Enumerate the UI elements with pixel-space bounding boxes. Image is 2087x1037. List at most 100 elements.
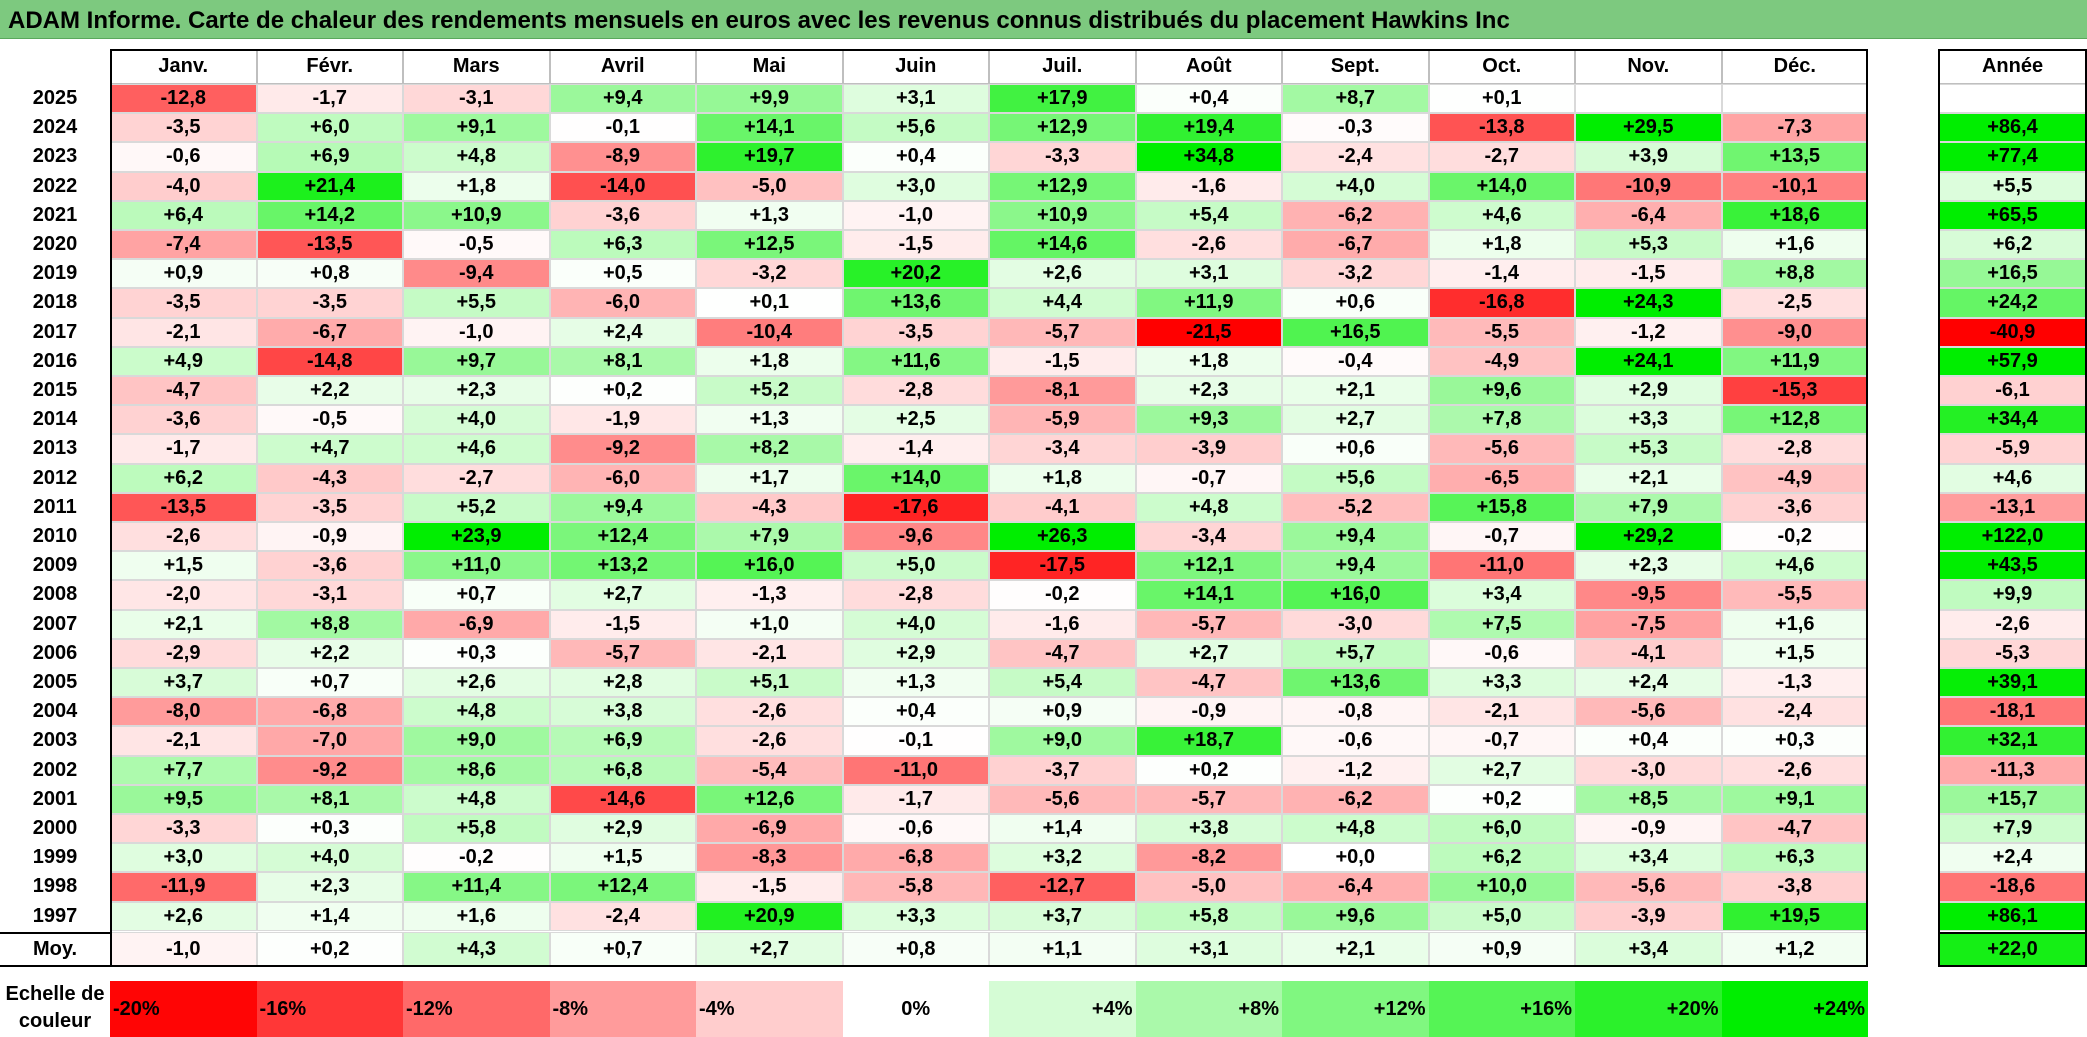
heatmap-cell: -0,6 xyxy=(1282,726,1429,756)
heatmap-cell: -5,7 xyxy=(989,317,1136,347)
heatmap-cell: +4,6 xyxy=(1428,200,1575,230)
heatmap-cell: -3,1 xyxy=(403,84,550,114)
heatmap-cell: -8,1 xyxy=(989,376,1136,406)
heatmap-cell: +6,0 xyxy=(1428,814,1575,844)
annual-cell: -18,1 xyxy=(1938,697,2087,727)
average-cell: +3,4 xyxy=(1575,932,1722,967)
heatmap-cell: +14,2 xyxy=(256,200,403,230)
heatmap-cell: -0,9 xyxy=(1575,814,1722,844)
heatmap-cell: +0,4 xyxy=(842,697,989,727)
month-header: Juil. xyxy=(989,49,1136,84)
heatmap-cell: +9,6 xyxy=(1428,376,1575,406)
heatmap-cell: +13,2 xyxy=(549,551,696,581)
heatmap-cell: +0,2 xyxy=(1135,755,1282,785)
heatmap-cell: +2,9 xyxy=(1575,376,1722,406)
heatmap-cell: +1,5 xyxy=(110,551,257,581)
heatmap-cell: +21,4 xyxy=(256,171,403,201)
heatmap-cell: +13,6 xyxy=(842,288,989,318)
heatmap-cell: +6,3 xyxy=(549,230,696,260)
average-cell: +0,8 xyxy=(842,932,989,967)
heatmap-cell: -7,5 xyxy=(1575,609,1722,639)
heatmap-cell: +4,4 xyxy=(989,288,1136,318)
color-scale-step: 0% xyxy=(842,981,989,1037)
heatmap-cell: +1,5 xyxy=(1721,638,1868,668)
year-label: 1998 xyxy=(32,875,78,898)
annual-cell: -2,6 xyxy=(1938,609,2087,639)
heatmap-cell: +1,8 xyxy=(403,171,550,201)
color-scale-step: -4% xyxy=(696,981,843,1037)
heatmap-cell: -5,0 xyxy=(696,171,843,201)
heatmap-cell: +3,0 xyxy=(110,843,257,873)
heatmap-cell: +5,3 xyxy=(1575,434,1722,464)
heatmap-cell: +3,7 xyxy=(989,901,1136,931)
heatmap-cell: +26,3 xyxy=(989,522,1136,552)
heatmap-cell: +7,9 xyxy=(1575,492,1722,522)
month-header: Févr. xyxy=(256,49,403,84)
heatmap-cell: -8,0 xyxy=(110,697,257,727)
heatmap-cell: +6,4 xyxy=(110,200,257,230)
heatmap-cell: -3,5 xyxy=(256,492,403,522)
annual-cell: -18,6 xyxy=(1938,872,2087,902)
year-label: 2020 xyxy=(32,233,78,256)
heatmap-cell: +9,7 xyxy=(403,346,550,376)
annual-cell: +9,9 xyxy=(1938,580,2087,610)
chart-title: ADAM Informe. Carte de chaleur des rende… xyxy=(8,7,1510,34)
heatmap-cell: -5,6 xyxy=(989,784,1136,814)
annual-cell: +15,7 xyxy=(1938,784,2087,814)
heatmap-cell: +2,4 xyxy=(549,317,696,347)
heatmap-cell: -3,5 xyxy=(842,317,989,347)
annual-cell: -5,3 xyxy=(1938,638,2087,668)
year-label: 2023 xyxy=(32,145,78,168)
heatmap-cell: +1,3 xyxy=(696,405,843,435)
heatmap-cell: +10,9 xyxy=(403,200,550,230)
heatmap-cell: +5,6 xyxy=(1282,463,1429,493)
heatmap-cell: -5,6 xyxy=(1575,872,1722,902)
heatmap-cell: +5,2 xyxy=(403,492,550,522)
heatmap-cell: +9,0 xyxy=(989,726,1136,756)
heatmap-cell: -13,5 xyxy=(256,230,403,260)
heatmap-cell: -9,4 xyxy=(403,259,550,289)
heatmap-cell: -3,9 xyxy=(1575,901,1722,931)
average-cell: +4,3 xyxy=(403,932,550,967)
heatmap-cell: -3,2 xyxy=(696,259,843,289)
heatmap-cell: -1,7 xyxy=(256,84,403,114)
heatmap-cell: +0,3 xyxy=(1721,726,1868,756)
year-label: 2008 xyxy=(32,583,78,606)
heatmap-cell: +2,1 xyxy=(1575,463,1722,493)
heatmap-cell: -1,4 xyxy=(1428,259,1575,289)
heatmap-cell: +13,5 xyxy=(1721,142,1868,172)
heatmap-cell: +12,6 xyxy=(696,784,843,814)
color-scale-step: -20% xyxy=(110,981,257,1037)
year-label: 2003 xyxy=(32,729,78,752)
heatmap-cell: +3,1 xyxy=(842,84,989,114)
heatmap-cell: +12,1 xyxy=(1135,551,1282,581)
heatmap-cell: -1,2 xyxy=(1575,317,1722,347)
heatmap-cell: -10,1 xyxy=(1721,171,1868,201)
heatmap-cell: -9,2 xyxy=(549,434,696,464)
heatmap-cell: +9,0 xyxy=(403,726,550,756)
heatmap-cell: +9,4 xyxy=(549,84,696,114)
year-label: 2016 xyxy=(32,349,78,372)
heatmap-cell: +16,5 xyxy=(1282,317,1429,347)
color-scale-step: +12% xyxy=(1282,981,1429,1037)
heatmap-cell: +0,6 xyxy=(1282,288,1429,318)
heatmap-cell: -1,0 xyxy=(403,317,550,347)
heatmap-cell: -3,2 xyxy=(1282,259,1429,289)
annual-cell: +7,9 xyxy=(1938,814,2087,844)
heatmap-cell: +2,1 xyxy=(110,609,257,639)
heatmap-cell: -1,5 xyxy=(842,230,989,260)
heatmap-cell: -0,1 xyxy=(549,113,696,143)
average-cell: +2,1 xyxy=(1282,932,1429,967)
heatmap-cell: +9,1 xyxy=(1721,784,1868,814)
heatmap-cell: +11,6 xyxy=(842,346,989,376)
heatmap-cell: -1,3 xyxy=(696,580,843,610)
color-scale-step: +8% xyxy=(1135,981,1282,1037)
heatmap-cell: -4,7 xyxy=(110,376,257,406)
heatmap-cell: -5,0 xyxy=(1135,872,1282,902)
heatmap-cell: -4,9 xyxy=(1428,346,1575,376)
year-label: 2005 xyxy=(32,671,78,694)
heatmap-cell: +4,7 xyxy=(256,434,403,464)
heatmap-cell: +5,3 xyxy=(1575,230,1722,260)
heatmap-cell: +15,8 xyxy=(1428,492,1575,522)
